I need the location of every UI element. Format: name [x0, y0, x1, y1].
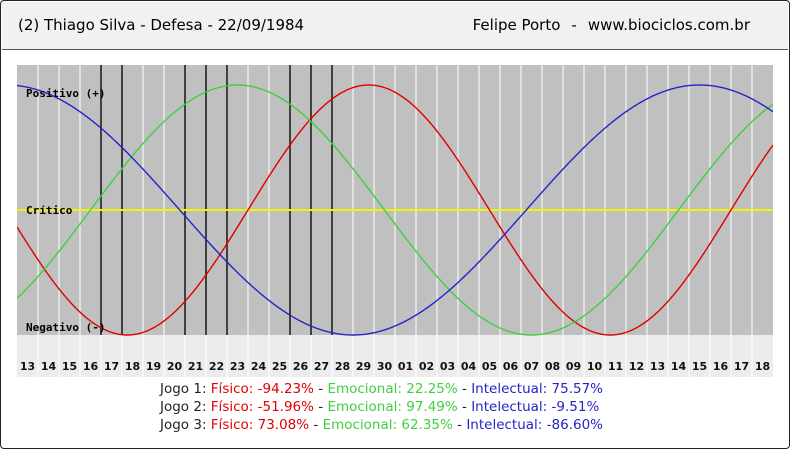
x-tick-label: 07 — [524, 360, 539, 373]
game-intelectual: Intelectual: 75.57% — [471, 381, 603, 397]
x-tick-label: 27 — [314, 360, 329, 373]
critical-label: Crítico — [26, 204, 73, 217]
x-tick-label: 14 — [671, 360, 687, 373]
separator: - — [313, 381, 328, 397]
series-line-intelectual — [17, 84, 773, 336]
x-tick-labels: 13 14 15 16 17 18 19 20 21 22 23 24 25 26 27 28 29 30 01 02… — [20, 360, 770, 373]
x-tick-label: 17 — [104, 360, 119, 373]
game-markers — [100, 65, 333, 335]
credits-separator: - — [571, 16, 577, 34]
x-tick-label: 10 — [587, 360, 603, 373]
separator: - — [452, 417, 467, 433]
x-tick-label: 11 — [608, 360, 623, 373]
x-tick-label: 22 — [209, 360, 224, 373]
negative-label: Negativo (-) — [26, 321, 105, 334]
game-label: Jogo 1: — [160, 381, 207, 397]
x-tick-label: 02 — [419, 360, 434, 373]
author-name: Felipe Porto — [472, 16, 561, 34]
game-row-2: Jogo 2: Físico: -51.96% - Emocional: 97.… — [160, 399, 599, 415]
series-lines — [17, 84, 773, 336]
x-tick-label: 16 — [713, 360, 729, 373]
x-tick-label: 15 — [62, 360, 77, 373]
x-tick-label: 18 — [125, 360, 140, 373]
game-emocional: Emocional: 62.35% — [322, 417, 453, 433]
site-link[interactable]: www.biociclos.com.br — [587, 16, 750, 34]
x-tick-label: 25 — [272, 360, 287, 373]
header-bar: (2) Thiago Silva - Defesa - 22/09/1984 F… — [2, 2, 788, 50]
x-tick-label: 21 — [188, 360, 203, 373]
positive-label: Positivo (+) — [26, 87, 105, 100]
x-tick-label: 01 — [398, 360, 413, 373]
credits: Felipe Porto - www.biociclos.com.br — [473, 16, 750, 34]
separator: - — [309, 417, 323, 433]
x-tick-label: 03 — [440, 360, 455, 373]
game-intelectual: Intelectual: -86.60% — [466, 417, 603, 433]
x-tick-label: 17 — [734, 360, 749, 373]
x-tick-label: 06 — [503, 360, 519, 373]
x-tick-label: 23 — [230, 360, 245, 373]
game-label: Jogo 3: — [160, 417, 207, 433]
subject-title: (2) Thiago Silva - Defesa - 22/09/1984 — [18, 16, 305, 34]
x-tick-label: 18 — [755, 360, 770, 373]
x-tick-label: 13 — [20, 360, 35, 373]
x-tick-label: 16 — [83, 360, 99, 373]
series-line-fisico — [17, 84, 773, 336]
separator: - — [457, 399, 472, 415]
x-tick-label: 09 — [566, 360, 581, 373]
biorhythm-chart: Positivo (+) Crítico Negativo (-) 13 14 15… — [17, 65, 773, 377]
game-fisico: Físico: -94.23% — [210, 381, 314, 397]
x-tick-label: 30 — [377, 360, 393, 373]
x-tick-label: 20 — [167, 360, 183, 373]
game-emocional: Emocional: 97.49% — [327, 399, 458, 415]
x-tick-label: 13 — [650, 360, 665, 373]
game-emocional: Emocional: 22.25% — [327, 381, 458, 397]
game-row-1: Jogo 1: Físico: -94.23% - Emocional: 22.… — [160, 381, 603, 397]
x-tick-label: 04 — [461, 360, 477, 373]
separator: - — [313, 399, 328, 415]
x-tick-label: 26 — [293, 360, 309, 373]
game-row-3: Jogo 3: Físico: 73.08% - Emocional: 62.3… — [160, 417, 603, 433]
x-tick-label: 19 — [146, 360, 161, 373]
x-tick-label: 08 — [545, 360, 560, 373]
x-tick-label: 05 — [482, 360, 497, 373]
x-tick-label: 28 — [335, 360, 350, 373]
game-intelectual: Intelectual: -9.51% — [471, 399, 600, 415]
series-line-emocional — [17, 84, 773, 336]
game-fisico: Físico: 73.08% — [210, 417, 310, 433]
x-tick-label: 14 — [41, 360, 57, 373]
game-label: Jogo 2: — [160, 399, 207, 415]
game-fisico: Físico: -51.96% — [210, 399, 314, 415]
x-tick-label: 24 — [251, 360, 267, 373]
separator: - — [457, 381, 472, 397]
x-tick-label: 15 — [692, 360, 707, 373]
x-tick-label: 29 — [356, 360, 371, 373]
x-tick-label: 12 — [629, 360, 644, 373]
